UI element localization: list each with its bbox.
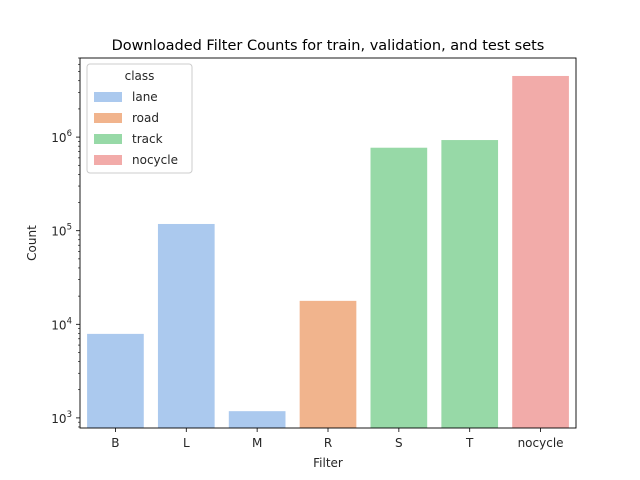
bar-T [441,140,499,429]
chart-title: Downloaded Filter Counts for train, vali… [112,38,545,54]
legend-swatch-nocycle [94,155,122,165]
x-tick-label: B [111,436,119,450]
legend-box [86,63,193,174]
bar-B [87,333,144,428]
x-tick-label: nocycle [518,436,564,450]
x-axis-label: Filter [313,456,343,470]
bar-L [157,223,215,428]
legend: class lane road track nocycle [86,63,193,174]
y-axis-label: Count [25,225,39,261]
legend-label-lane: lane [132,90,158,104]
x-tick-label: L [183,436,190,450]
legend-label-nocycle: nocycle [132,153,178,167]
plot-frame [79,57,577,429]
legend-swatch-lane [94,92,122,102]
legend-label-road: road [132,111,159,125]
legend-swatch-road [94,113,122,123]
legend-label-track: track [132,132,163,146]
bar-R [299,300,357,428]
x-tick-label: T [465,436,474,450]
bar-nocycle [512,75,569,428]
bar-M [228,411,286,428]
x-tick-label: R [324,436,332,450]
y-axis-ticks: 103 104 105 106 [51,57,80,428]
y-tick-label: 103 [51,410,72,426]
x-tick-label: M [252,436,262,450]
x-tick-label: S [395,436,403,450]
y-tick-label: 106 [51,129,72,145]
bars-group [87,75,569,429]
legend-swatch-track [94,134,122,144]
legend-title: class [125,69,155,83]
y-tick-label: 104 [51,316,72,332]
bar-S [370,147,428,428]
y-tick-label: 105 [51,223,72,239]
